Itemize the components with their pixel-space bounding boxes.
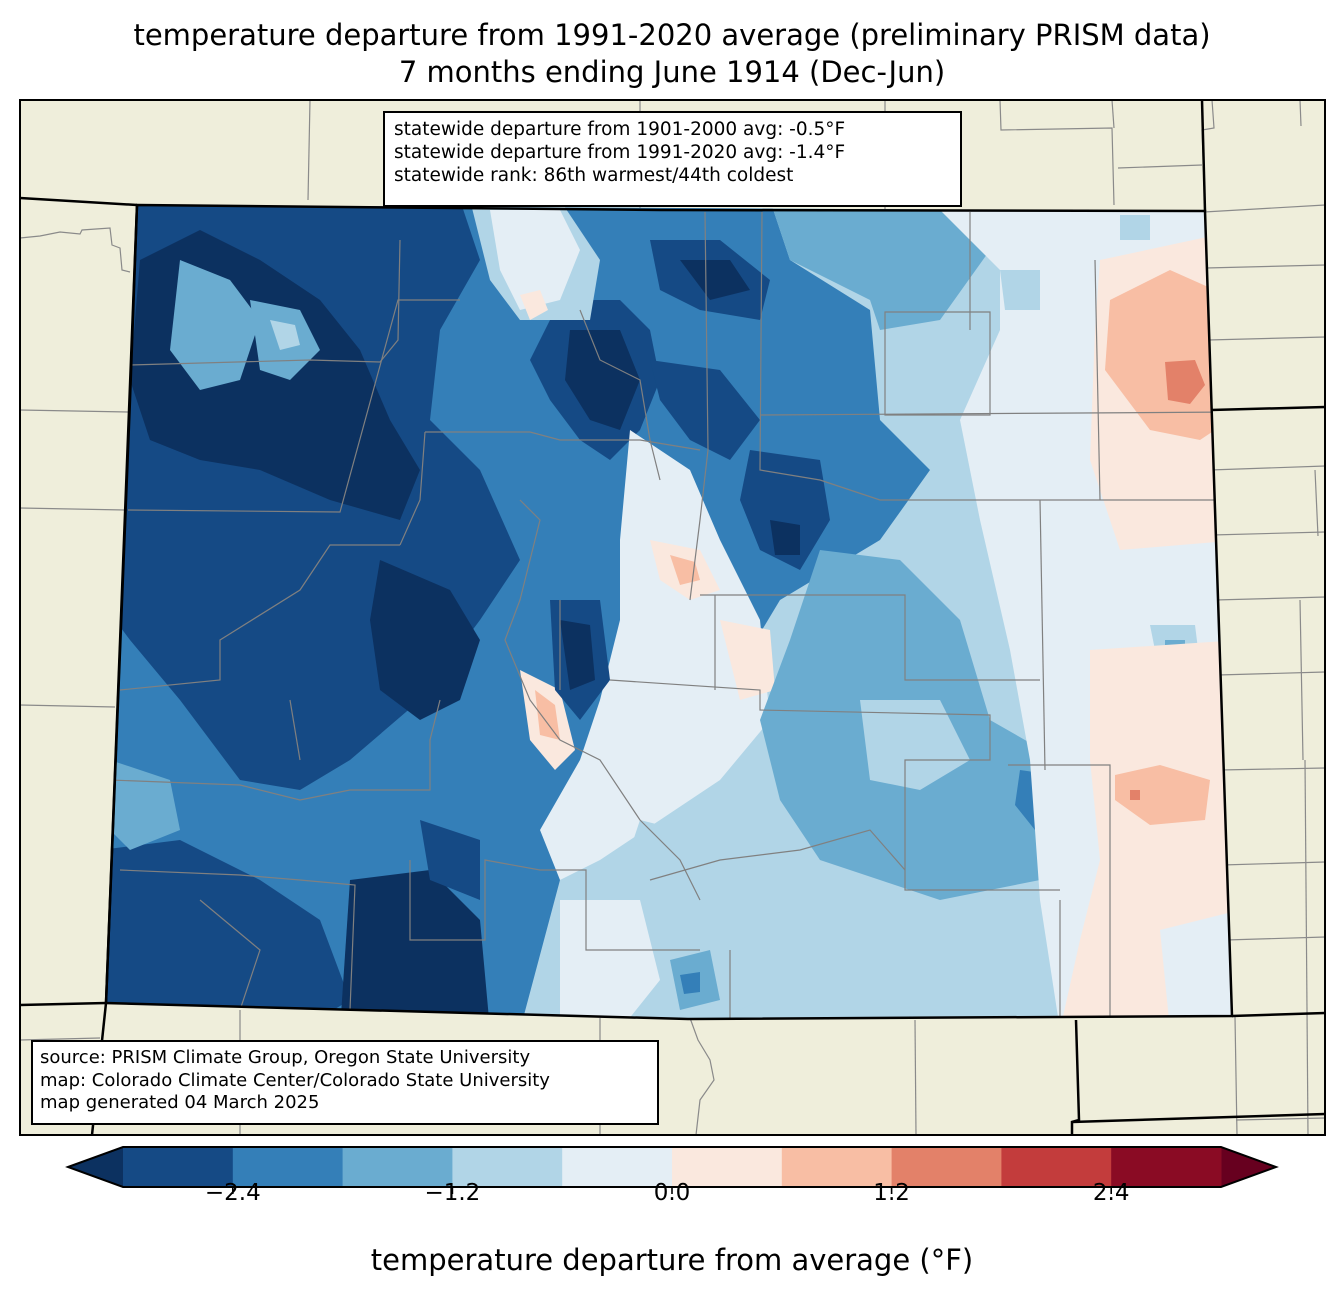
colorbar-bin (891, 1147, 1002, 1187)
generated-date-line: map generated 04 March 2025 (40, 1092, 320, 1113)
source-line: source: PRISM Climate Group, Oregon Stat… (40, 1047, 531, 1068)
map-title-line1: temperature departure from 1991-2020 ave… (133, 18, 1211, 52)
colorbar-extend-min (68, 1147, 123, 1187)
colorbar-tick-label: −2.4 (204, 1180, 261, 1206)
colorbar-tick-label: −1.2 (424, 1180, 481, 1206)
colorbar-bin (342, 1147, 453, 1187)
colorbar-bin (452, 1147, 563, 1187)
map-credit-line: map: Colorado Climate Center/Colorado St… (40, 1069, 550, 1091)
colorbar-tick-label: 1.2 (873, 1180, 910, 1206)
colorbar-tick-label: 0.0 (653, 1180, 691, 1206)
colorbar-bin (1111, 1147, 1222, 1187)
colorbar-extend-max (1221, 1147, 1276, 1187)
map-title-line2: 7 months ending June 1914 (Dec-Jun) (398, 55, 946, 89)
statewide-stats-box: statewide departure from 1901-2000 avg: … (383, 111, 962, 207)
colorbar-bin (232, 1147, 344, 1187)
stats-rank: statewide rank: 86th warmest/44th coldes… (394, 165, 794, 186)
colorbar (65, 1146, 1279, 1194)
source-box: source: PRISM Climate Group, Oregon Stat… (31, 1040, 659, 1125)
colorbar-bin (123, 1147, 234, 1187)
colorbar-bin (1001, 1147, 1112, 1187)
stats-departure-1901-2000: statewide departure from 1901-2000 avg: … (394, 119, 846, 140)
colorbar-bin (562, 1147, 673, 1187)
colorbar-bin (672, 1147, 783, 1187)
colorbar-label: temperature departure from average (°F) (370, 1243, 974, 1277)
stats-departure-1991-2020: statewide departure from 1991-2020 avg: … (394, 142, 846, 163)
colorado-temperature-field (106, 205, 1232, 1019)
colorbar-tick-label: 2.4 (1092, 1180, 1130, 1206)
colorbar-outline (65, 1146, 1279, 1188)
colorado-county-lines (109, 211, 1232, 1019)
map-frame (19, 99, 1326, 1136)
colorbar-bin (781, 1147, 893, 1187)
